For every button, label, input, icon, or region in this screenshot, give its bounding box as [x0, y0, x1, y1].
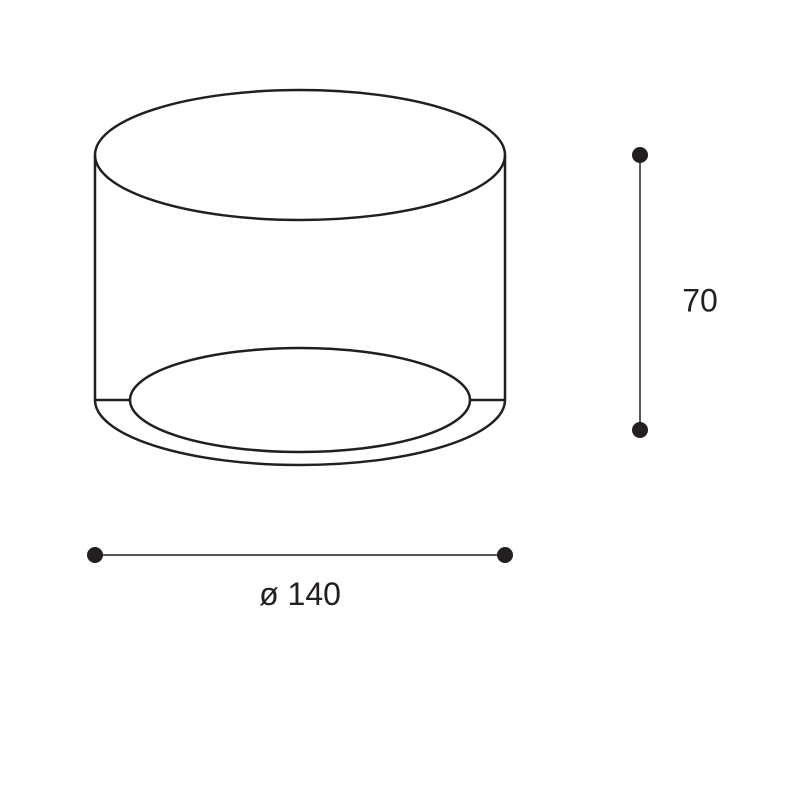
height-label: 70 — [682, 282, 718, 318]
height-dimension: 70 — [632, 147, 718, 438]
width-dimension: ø 140 — [87, 547, 513, 612]
width-label: ø 140 — [259, 576, 341, 612]
technical-drawing: ø 140 70 — [0, 0, 800, 800]
cylinder-shape — [95, 90, 505, 465]
